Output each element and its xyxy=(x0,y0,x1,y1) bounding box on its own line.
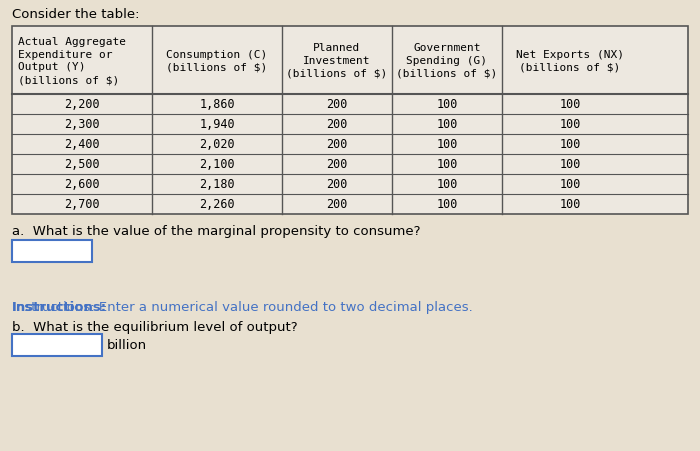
Text: 200: 200 xyxy=(326,158,348,171)
Text: 2,180: 2,180 xyxy=(199,178,234,191)
Text: 100: 100 xyxy=(559,178,581,191)
Text: Net Exports (NX)
(billions of $): Net Exports (NX) (billions of $) xyxy=(516,50,624,72)
Text: Consider the table:: Consider the table: xyxy=(12,8,139,21)
Text: Actual Aggregate
Expenditure or
Output (Y)
(billions of $): Actual Aggregate Expenditure or Output (… xyxy=(18,37,126,85)
Text: 200: 200 xyxy=(326,138,348,151)
Text: 100: 100 xyxy=(559,118,581,131)
Bar xyxy=(12,334,102,356)
Text: 2,200: 2,200 xyxy=(64,98,100,111)
Text: 2,500: 2,500 xyxy=(64,158,100,171)
Text: 200: 200 xyxy=(326,118,348,131)
Text: Instructions:: Instructions: xyxy=(12,300,107,313)
Text: 2,700: 2,700 xyxy=(64,198,100,211)
Bar xyxy=(12,27,688,215)
Text: 2,260: 2,260 xyxy=(199,198,234,211)
Text: 200: 200 xyxy=(326,198,348,211)
Text: 100: 100 xyxy=(559,158,581,171)
Text: Consumption (C)
(billions of $): Consumption (C) (billions of $) xyxy=(167,50,267,72)
Text: 2,600: 2,600 xyxy=(64,178,100,191)
Text: 100: 100 xyxy=(559,198,581,211)
Text: billion: billion xyxy=(107,339,147,352)
Text: 1,860: 1,860 xyxy=(199,98,234,111)
Text: 100: 100 xyxy=(436,118,458,131)
Text: 100: 100 xyxy=(436,138,458,151)
Text: 2,100: 2,100 xyxy=(199,158,234,171)
Text: a.  What is the value of the marginal propensity to consume?: a. What is the value of the marginal pro… xyxy=(12,225,421,238)
Text: Instructions: Enter a numerical value rounded to two decimal places.: Instructions: Enter a numerical value ro… xyxy=(12,300,472,313)
Text: 100: 100 xyxy=(436,198,458,211)
Text: 100: 100 xyxy=(436,178,458,191)
Text: b.  What is the equilibrium level of output?: b. What is the equilibrium level of outp… xyxy=(12,320,297,333)
Text: 100: 100 xyxy=(559,98,581,111)
Text: 100: 100 xyxy=(559,138,581,151)
Text: 2,300: 2,300 xyxy=(64,118,100,131)
Text: 2,020: 2,020 xyxy=(199,138,234,151)
Text: 1,940: 1,940 xyxy=(199,118,234,131)
Text: 200: 200 xyxy=(326,98,348,111)
Bar xyxy=(12,240,92,262)
Text: Planned
Investment
(billions of $): Planned Investment (billions of $) xyxy=(286,43,388,78)
Text: 200: 200 xyxy=(326,178,348,191)
Text: 100: 100 xyxy=(436,98,458,111)
Text: Government
Spending (G)
(billions of $): Government Spending (G) (billions of $) xyxy=(396,43,498,78)
Text: 100: 100 xyxy=(436,158,458,171)
Text: 2,400: 2,400 xyxy=(64,138,100,151)
